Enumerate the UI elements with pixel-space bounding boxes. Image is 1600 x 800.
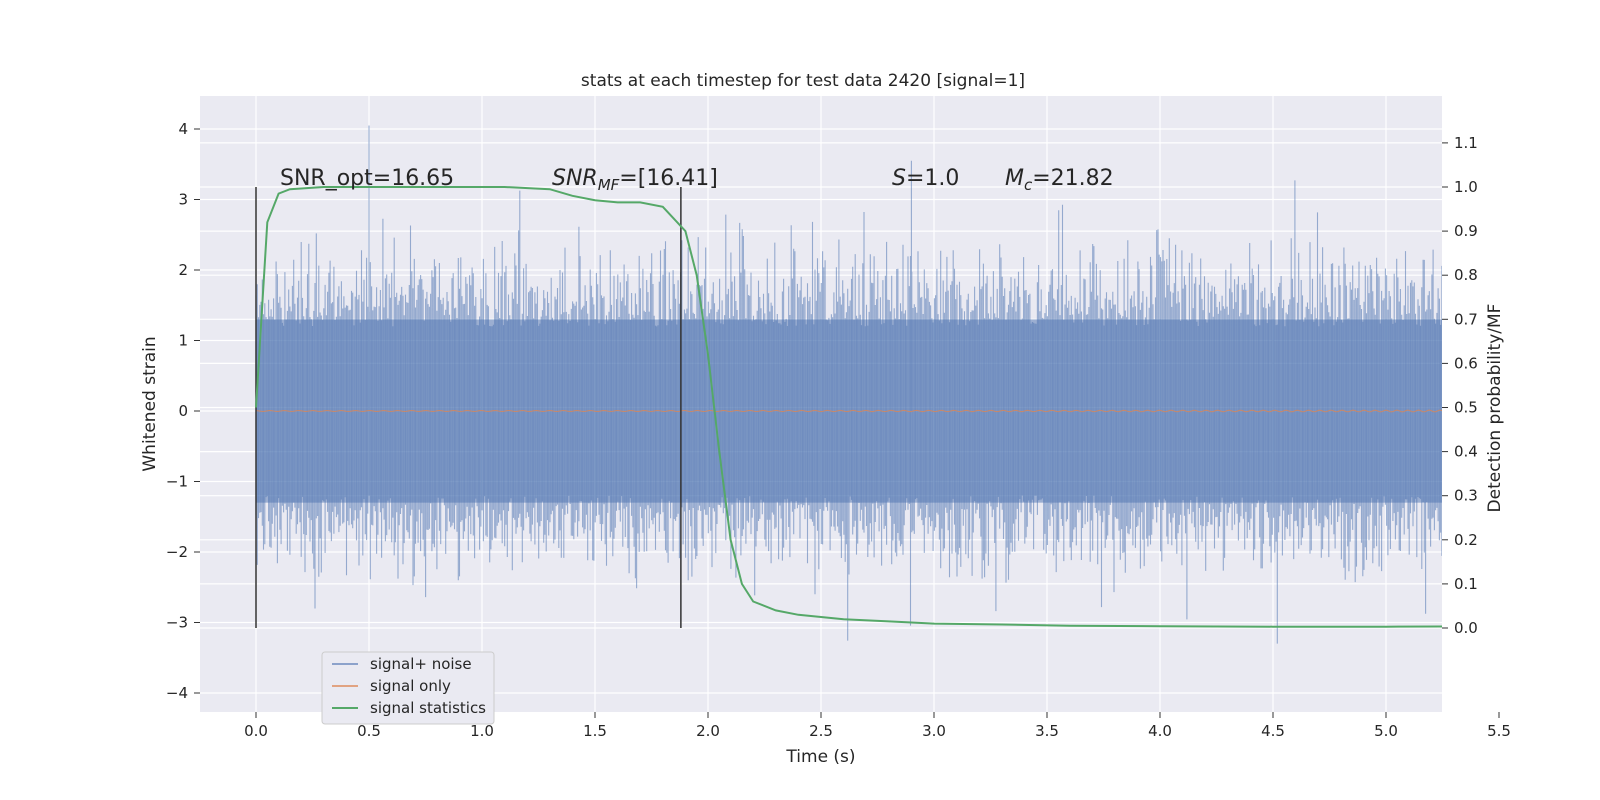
x-tick-label: 4.0	[1148, 722, 1172, 740]
y-right-tick-label: 0.7	[1454, 310, 1478, 328]
annotation-mc: Mc=21.82	[1005, 166, 1114, 194]
x-tick-label: 0.5	[357, 722, 381, 740]
x-tick-label: 4.5	[1261, 722, 1285, 740]
y-right-tick-label: 0.0	[1454, 619, 1478, 637]
legend-box	[321, 651, 495, 725]
signal-only-series	[255, 409, 1442, 413]
y-left-tick-label: 3	[178, 191, 188, 209]
legend-label-signal-statistics: signal statistics	[370, 699, 486, 717]
y-right-tick-label: 0.9	[1454, 222, 1478, 240]
x-tick-label: 1.5	[583, 722, 607, 740]
y-right-tick-label: 0.4	[1454, 443, 1478, 461]
x-tick-label: 5.0	[1374, 722, 1398, 740]
x-tick-label: 0.0	[244, 722, 268, 740]
y-right-tick-label: 1.1	[1454, 134, 1478, 152]
y-right-tick-label: 0.2	[1454, 531, 1478, 549]
y-left-tick-label: 2	[178, 261, 188, 279]
x-axis-label: Time (s)	[785, 747, 855, 767]
y-left-axis-ticks: 4 3 2 1 0 −1 −2 −3 −4	[166, 120, 200, 702]
x-tick-label: 2.0	[696, 722, 720, 740]
annotation-snr-opt: SNR_opt=16.65	[280, 166, 454, 191]
y-right-tick-label: 0.8	[1454, 266, 1478, 284]
y-right-axis-label: Detection probability/MF	[1485, 304, 1505, 513]
y-right-tick-label: 0.5	[1454, 399, 1478, 417]
y-left-tick-label: 1	[178, 332, 188, 350]
y-right-tick-label: 0.6	[1454, 354, 1478, 372]
y-left-axis-label: Whitened strain	[140, 336, 160, 471]
x-tick-label: 1.0	[470, 722, 494, 740]
y-right-tick-label: 0.1	[1454, 575, 1478, 593]
y-right-axis-ticks: 1.1 1.0 0.9 0.8 0.7 0.6 0.5 0.4 0.3 0.2 0.1 0.0	[1442, 134, 1478, 637]
y-right-tick-label: 1.0	[1454, 178, 1478, 196]
annotation-s: S=1.0	[892, 166, 959, 191]
x-tick-label: 2.5	[809, 722, 833, 740]
y-left-tick-label: 0	[178, 402, 188, 420]
legend-label-signal-only: signal only	[370, 677, 451, 695]
y-left-tick-label: −3	[166, 614, 188, 632]
signal-statistics-series	[255, 186, 1442, 628]
legend: signal+ noise signal only signal statist…	[321, 651, 495, 725]
y-left-tick-label: −1	[166, 473, 188, 491]
x-tick-label: 3.5	[1035, 722, 1059, 740]
y-left-tick-label: −2	[166, 543, 188, 561]
x-axis-ticks: 0.00.51.01.52.02.53.03.54.04.55.05.56.06…	[244, 712, 1511, 740]
chart-title: stats at each timestep for test data 242…	[581, 71, 1025, 91]
x-tick-label: 5.5	[1487, 722, 1511, 740]
y-left-tick-label: −4	[166, 684, 188, 702]
y-right-tick-label: 0.3	[1454, 487, 1478, 505]
x-tick-label: 3.0	[922, 722, 946, 740]
legend-label-signal-noise: signal+ noise	[370, 655, 472, 673]
y-left-tick-label: 4	[178, 120, 188, 138]
annotation-snr-mf: SNRMF=[16.41]	[552, 166, 718, 194]
